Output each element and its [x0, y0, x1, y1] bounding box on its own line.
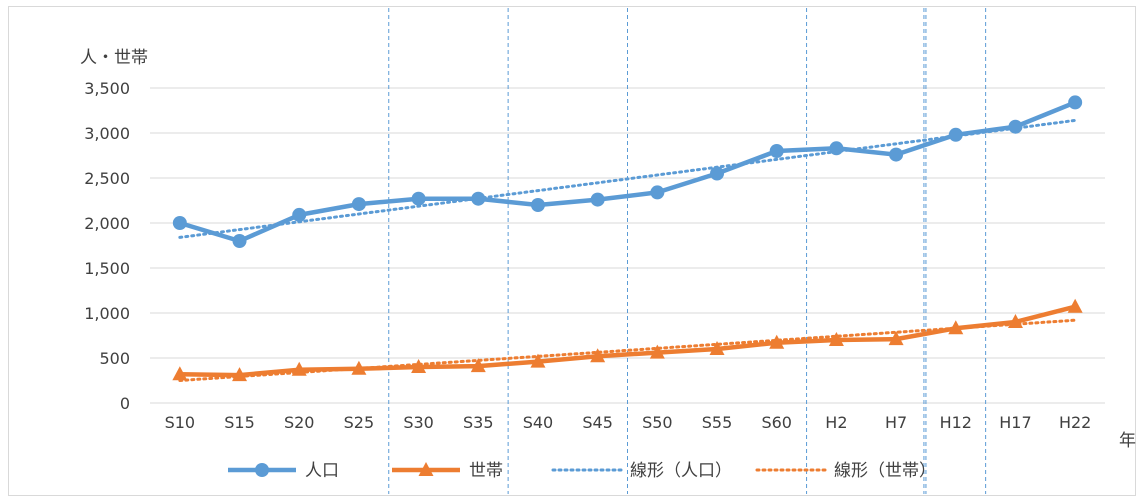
- x-tick-label: S30: [403, 413, 434, 432]
- y-tick-label: 1,500: [84, 259, 130, 278]
- y-tick-label: 0: [120, 394, 130, 413]
- legend-marker: [418, 462, 434, 476]
- x-tick-label: S10: [165, 413, 196, 432]
- legend-label: 世帯: [469, 461, 503, 481]
- data-point: [590, 348, 606, 363]
- legend-item: 人口: [228, 461, 339, 481]
- data-point: [291, 361, 307, 376]
- data-point: [829, 141, 844, 156]
- data-point: [471, 191, 486, 206]
- data-point: [889, 147, 904, 162]
- x-tick-label: H7: [885, 413, 907, 432]
- data-point: [948, 320, 964, 335]
- x-tick-label: H22: [1059, 413, 1091, 432]
- data-point: [710, 166, 725, 181]
- trendlines: [178, 118, 1077, 382]
- data-point: [1008, 119, 1023, 134]
- x-tick-label: S60: [761, 413, 792, 432]
- legend-label: 人口: [305, 461, 339, 481]
- data-point: [172, 366, 188, 381]
- trendline: [178, 118, 1077, 239]
- y-tick-label: 3,000: [84, 124, 130, 143]
- legend-label: 線形（世帯）: [834, 461, 936, 481]
- data-point: [769, 334, 785, 349]
- y-axis-title: 人・世帯: [80, 48, 148, 68]
- x-tick-label: S20: [284, 413, 315, 432]
- y-tick-label: 2,000: [84, 214, 130, 233]
- y-tick-label: 500: [99, 349, 130, 368]
- series-line: [179, 304, 1076, 378]
- legend-item: 線形（人口）: [551, 461, 732, 481]
- data-point: [172, 216, 187, 230]
- y-tick-label: 1,000: [84, 304, 130, 323]
- x-tick-label: S35: [463, 413, 494, 432]
- x-tick-label: H2: [825, 413, 847, 432]
- legend-marker: [255, 463, 269, 477]
- data-point: [470, 358, 486, 373]
- data-point: [1067, 298, 1083, 313]
- data-point: [351, 360, 367, 375]
- x-tick-label: S55: [702, 413, 733, 432]
- data-point: [411, 191, 426, 206]
- y-axis-ticks: 0 500 1,000 1,500 2,000 2,500 3,000 3,500: [84, 79, 130, 413]
- data-point: [411, 359, 427, 373]
- data-point: [888, 331, 904, 346]
- y-tick-label: 2,500: [84, 169, 130, 188]
- series-group: [172, 95, 1083, 382]
- data-point: [649, 344, 665, 359]
- data-point: [709, 341, 725, 355]
- series-line: [179, 100, 1077, 244]
- data-point: [530, 198, 545, 212]
- x-axis-ticks: S10 S15 S20 S25 S30 S35 S40 S45 S50 S55 S60 H2 H7 H12…: [165, 413, 1092, 432]
- legend: 人口 世帯 線形（人口） 線形（世帯）: [228, 461, 936, 481]
- x-tick-label: S45: [582, 413, 613, 432]
- data-point: [590, 192, 605, 207]
- data-point: [232, 367, 248, 382]
- x-tick-label: H12: [940, 413, 972, 432]
- x-tick-label: S40: [523, 413, 554, 432]
- data-point: [650, 185, 665, 200]
- data-point: [1007, 314, 1023, 328]
- data-point: [351, 197, 366, 212]
- data-point: [530, 353, 546, 368]
- data-point: [1068, 95, 1083, 110]
- x-tick-label: S25: [344, 413, 375, 432]
- y-tick-label: 3,500: [84, 79, 130, 98]
- x-axis-title: 年: [1119, 431, 1136, 451]
- legend-label: 線形（人口）: [630, 461, 732, 481]
- x-tick-label: S15: [224, 413, 255, 432]
- legend-item: 線形（世帯）: [755, 461, 936, 481]
- data-point: [769, 144, 784, 158]
- legend-item: 世帯: [392, 461, 503, 481]
- data-point: [292, 207, 307, 222]
- data-point: [232, 234, 247, 248]
- x-tick-label: H17: [999, 413, 1031, 432]
- x-tick-label: S50: [642, 413, 673, 432]
- data-point: [948, 127, 963, 142]
- data-point: [828, 332, 844, 346]
